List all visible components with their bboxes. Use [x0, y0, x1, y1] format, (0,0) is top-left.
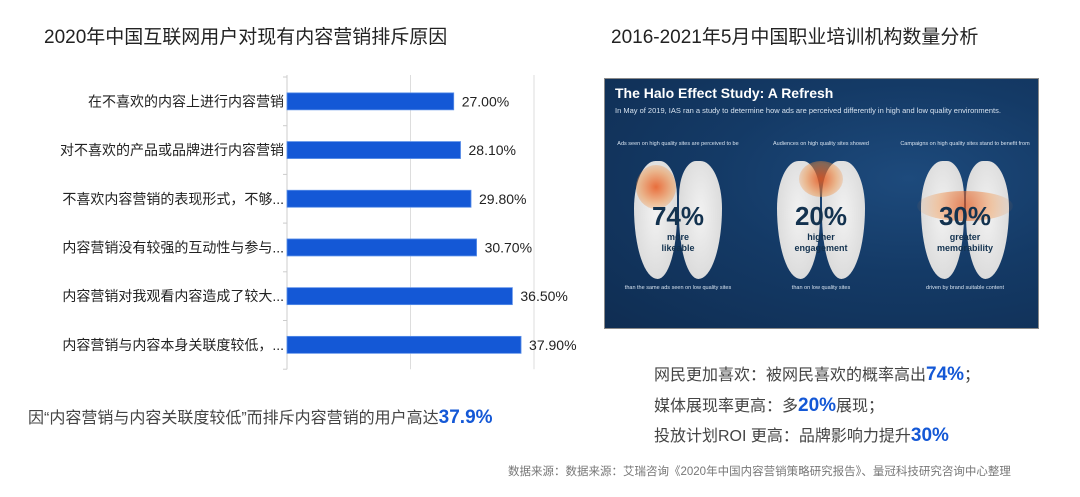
- brain-icon: 20% higher engagement: [777, 161, 865, 279]
- note-line-exposure: 媒体展现率更高：多20%展现；: [654, 394, 885, 416]
- image-title: The Halo Effect Study: A Refresh: [615, 85, 834, 101]
- category-label: 内容营销没有较强的互动性与参与...: [62, 239, 284, 255]
- bar: [286, 189, 472, 208]
- bar: [286, 141, 461, 159]
- note-highlight-value: 37.9%: [438, 407, 493, 428]
- bar: [286, 238, 477, 257]
- category-label: 内容营销与内容本身关联度较低，...: [62, 337, 284, 353]
- bar: [286, 335, 522, 354]
- value-label: 36.50%: [520, 288, 567, 304]
- left-chart-title: 2020年中国互联网用户对现有内容营销排斥原因: [44, 27, 448, 48]
- brain-description: greater memorability: [936, 232, 994, 253]
- brain-description: higher engagement: [794, 232, 848, 253]
- brain-caption: Audiences on high quality sites showed: [772, 141, 869, 147]
- bar: [286, 287, 513, 306]
- brain-icon: 30% greater memorability: [917, 161, 1013, 279]
- brain-panel-engagement: Audiences on high quality sites showed 2…: [756, 141, 886, 321]
- note-line-roi: 投放计划ROI 更高：品牌影响力提升30%: [654, 425, 949, 446]
- value-label: 27.00%: [462, 93, 509, 109]
- category-label: 在不喜欢的内容上进行内容营销: [88, 93, 284, 109]
- brain-panel-likeable: Ads seen on high quality sites are perce…: [613, 141, 743, 321]
- brain-footer: than the same ads seen on low quality si…: [624, 285, 732, 291]
- note-highlight-value: 74%: [926, 364, 965, 385]
- value-label: 29.80%: [479, 191, 526, 207]
- bar-chart: 在不喜欢的内容上进行内容营销 27.00% 对不喜欢的产品或品牌进行内容营销 28.1…: [60, 75, 577, 370]
- category-label: 不喜欢内容营销的表现形式，不够...: [62, 191, 284, 207]
- category-label: 内容营销对我观看内容造成了较大...: [62, 288, 284, 304]
- left-summary-note: 因“内容营销与内容关联度较低”而排斥内容营销的用户高达37.9%: [28, 404, 493, 429]
- brain-percent: 30%: [938, 201, 992, 231]
- note-line-likeable: 网民更加喜欢：被网民喜欢的概率高出74%；: [654, 364, 981, 385]
- brain-panel-memorability: Campaigns on high quality sites stand to…: [900, 141, 1030, 321]
- brain-footer: driven by brand suitable content: [926, 285, 1004, 291]
- right-panel-title: 2016-2021年5月中国职业培训机构数量分析: [611, 27, 979, 48]
- brain-footer: than on low quality sites: [791, 285, 851, 291]
- brain-caption: Ads seen on high quality sites are perce…: [617, 141, 739, 147]
- bar: [286, 92, 455, 111]
- image-subtitle: In May of 2019, IAS ran a study to deter…: [615, 106, 1001, 115]
- note-text: 因“内容营销与内容关联度较低”而排斥内容营销的用户高达: [28, 410, 439, 427]
- value-label: 30.70%: [485, 239, 532, 255]
- right-summary-notes: 网民更加喜欢：被网民喜欢的概率高出74%； 媒体展现率更高：多20%展现； 投放…: [654, 360, 980, 452]
- halo-effect-image: The Halo Effect Study: A Refresh In May …: [604, 78, 1039, 329]
- brain-caption: Campaigns on high quality sites stand to…: [900, 141, 1030, 147]
- note-highlight-value: 30%: [910, 425, 949, 446]
- data-source-footnote: 数据来源：数据来源：艾瑞咨询《2020年中国内容营销策略研究报告》、量冠科技研究…: [508, 466, 1011, 478]
- brain-icon: 74% more likeable: [634, 161, 722, 279]
- category-label: 对不喜欢的产品或品牌进行内容营销: [60, 142, 284, 158]
- note-highlight-value: 20%: [798, 394, 837, 416]
- brain-percent: 74%: [651, 201, 705, 231]
- brain-percent: 20%: [794, 201, 848, 231]
- brain-description: more likeable: [661, 232, 695, 253]
- value-label: 28.10%: [469, 142, 516, 158]
- value-label: 37.90%: [529, 337, 576, 353]
